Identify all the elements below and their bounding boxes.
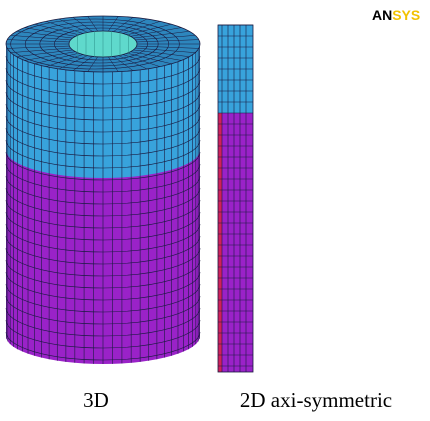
cylinder-3d bbox=[6, 16, 200, 364]
logo: ANSYS bbox=[372, 7, 420, 23]
strip-2d bbox=[218, 25, 253, 372]
caption-2d: 2D axi-symmetric bbox=[240, 388, 392, 412]
figure: ANSYS 3D 2D axi-symmetric bbox=[0, 0, 430, 421]
caption-3d: 3D bbox=[83, 388, 109, 412]
